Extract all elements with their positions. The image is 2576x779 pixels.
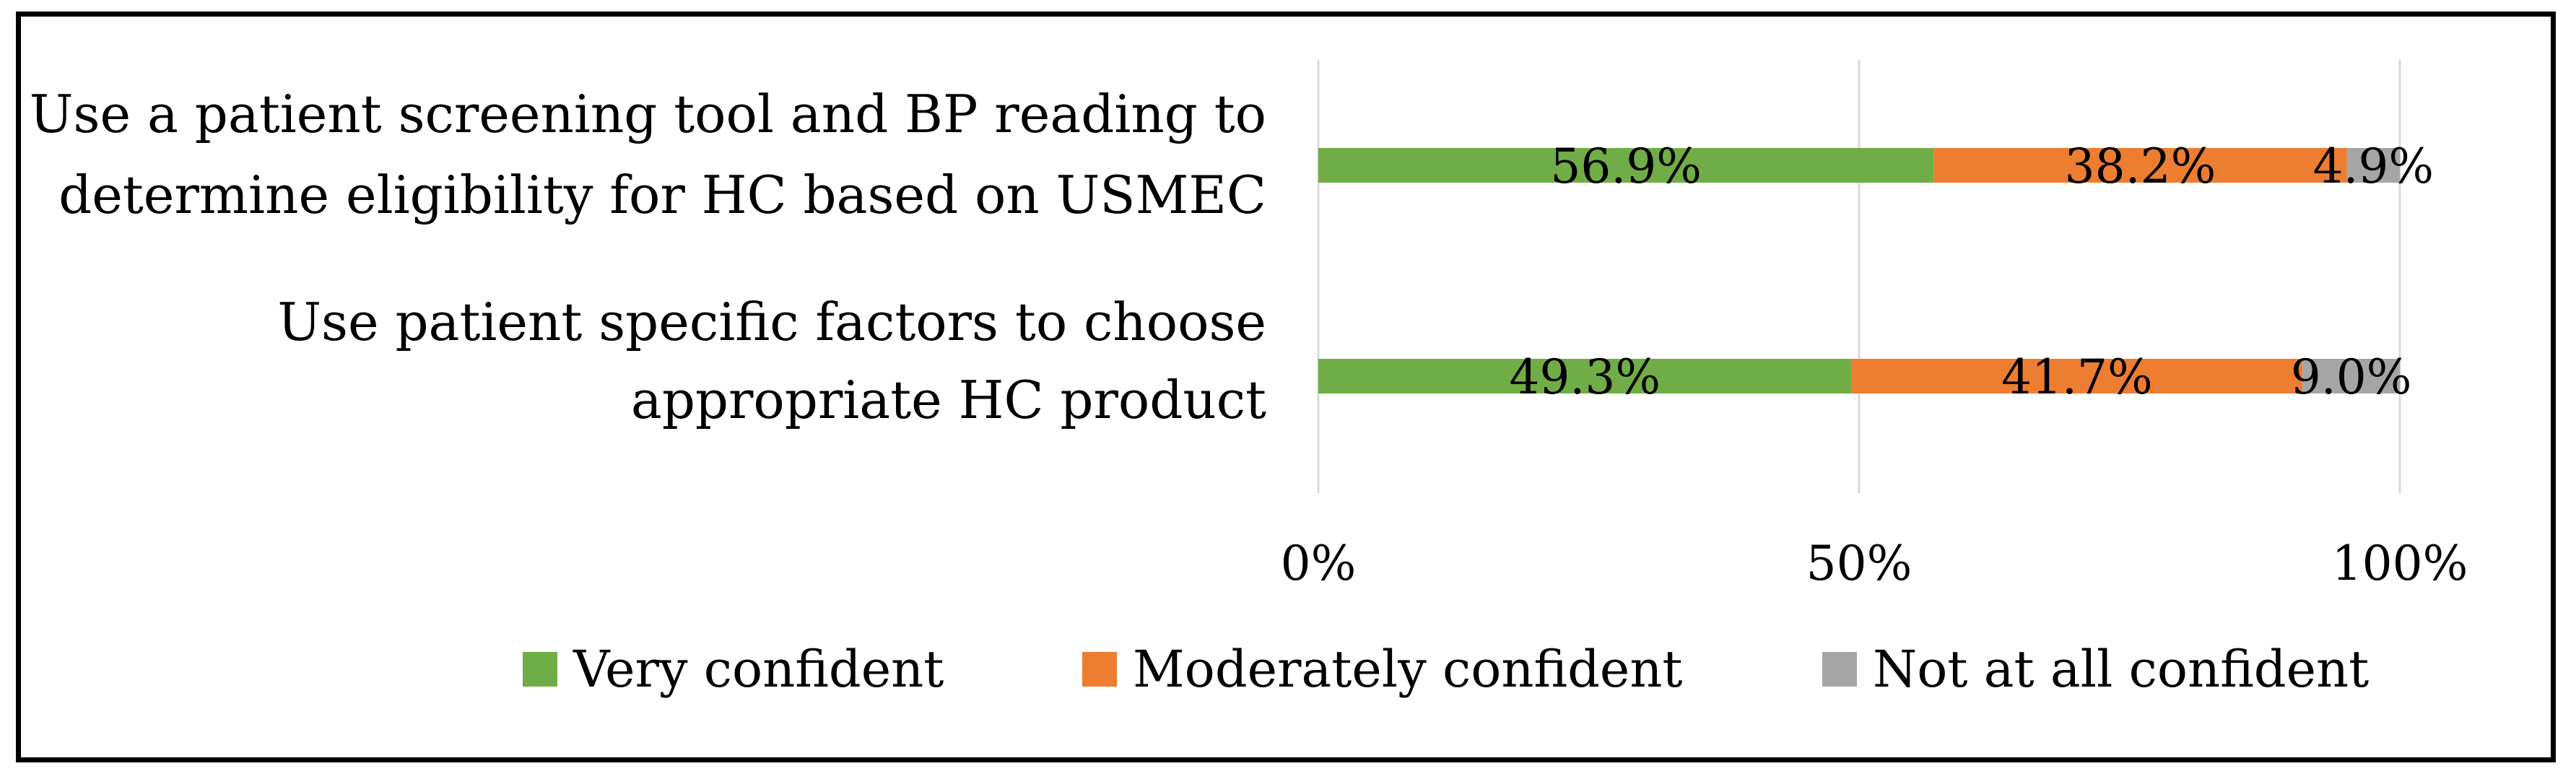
chart-frame: 56.9% 38.2% 4.9% 49.3% 41.7% 9.0% Use a patie… <box>16 12 2556 762</box>
legend-label: Moderately confident <box>1133 640 1683 699</box>
bars: 56.9% 38.2% 4.9% 49.3% 41.7% 9.0% <box>1318 139 2434 405</box>
data-label: 49.3% <box>1509 349 1661 405</box>
category-label: determine eligibility for HC based on US… <box>58 165 1266 225</box>
legend-swatch <box>1822 652 1857 687</box>
x-tick-label: 100% <box>2332 536 2468 591</box>
data-label: 4.9% <box>2312 139 2434 194</box>
category-labels: Use a patient screening tool and BP read… <box>30 84 1266 430</box>
bar-moderately-confident <box>1933 148 2347 183</box>
legend-label: Very confident <box>573 640 944 699</box>
legend-label: Not at all confident <box>1873 640 2369 699</box>
category-label: appropriate HC product <box>631 370 1266 430</box>
legend-item-not-at-all-confident: Not at all confident <box>1822 640 2369 699</box>
bar-not-at-all-confident <box>2302 359 2400 393</box>
legend-item-very-confident: Very confident <box>523 640 944 699</box>
data-label: 56.9% <box>1550 139 1702 194</box>
category-label: Use a patient screening tool and BP read… <box>30 84 1266 144</box>
legend-swatch <box>523 652 557 687</box>
bar-moderately-confident <box>1851 359 2303 393</box>
grid-lines <box>1317 60 2401 493</box>
legend-swatch <box>1082 652 1117 687</box>
data-label: 38.2% <box>2065 139 2216 194</box>
bar-very-confident <box>1318 148 1934 183</box>
legend-item-moderately-confident: Moderately confident <box>1082 640 1683 699</box>
x-tick-label: 50% <box>1806 536 1913 591</box>
data-label: 41.7% <box>2001 349 2153 405</box>
x-tick-label: 0% <box>1281 536 1357 591</box>
legend: Very confident Moderately confident Not at… <box>523 640 2369 699</box>
stacked-bar-chart: 56.9% 38.2% 4.9% 49.3% 41.7% 9.0% Use a patie… <box>30 60 2468 699</box>
x-axis-ticks: 0% 50% 100% <box>1281 536 2468 591</box>
bar-very-confident <box>1318 359 1852 393</box>
category-label: Use patient specific factors to choose <box>277 292 1266 352</box>
data-label: 9.0% <box>2291 349 2412 405</box>
bar-not-at-all-confident <box>2346 148 2400 183</box>
